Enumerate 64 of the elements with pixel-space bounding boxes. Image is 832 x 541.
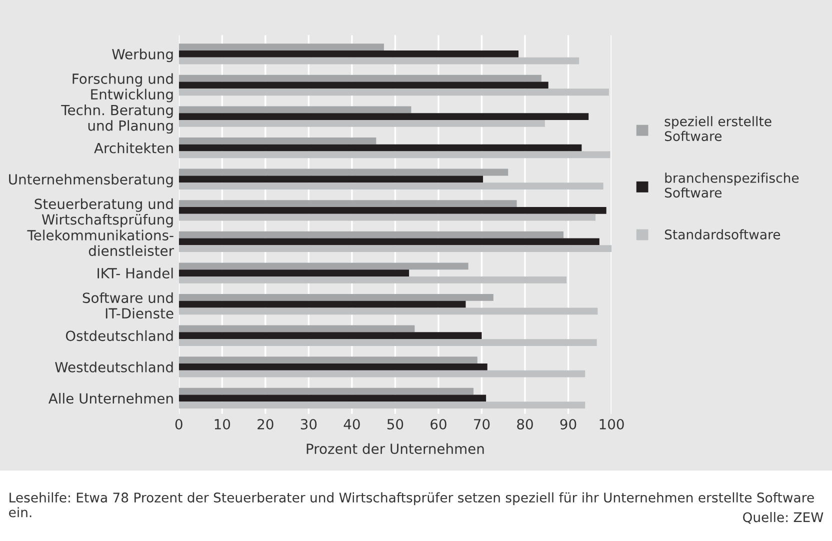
legend-label: branchenspezifische Software xyxy=(664,172,799,198)
y-tick-label: Alle Unternehmen xyxy=(48,392,173,404)
x-tick-label: 60 xyxy=(430,418,446,430)
x-tick-label: 0 xyxy=(175,418,182,430)
bar xyxy=(178,44,384,50)
bar xyxy=(178,245,612,252)
y-tick-label: Telekommunikations- dienstleister xyxy=(27,230,174,256)
x-tick-label: 40 xyxy=(344,418,360,430)
bar xyxy=(178,388,474,395)
y-tick-label: Forschung und Entwicklung xyxy=(72,73,173,102)
x-tick-label: 90 xyxy=(560,418,576,430)
bar xyxy=(178,363,488,370)
bar xyxy=(178,113,589,120)
bar xyxy=(178,57,580,64)
x-tick-label: 100 xyxy=(600,418,624,430)
x-tick-label: 50 xyxy=(387,418,404,430)
bar xyxy=(178,300,466,308)
bar xyxy=(178,339,597,346)
x-tick-label: 80 xyxy=(517,418,533,430)
bar xyxy=(178,182,604,190)
y-tick-label: Werbung xyxy=(112,48,173,62)
bar xyxy=(178,332,482,340)
y-tick-label: Techn. Beratung und Planung xyxy=(61,104,173,134)
bar xyxy=(178,276,567,284)
bar xyxy=(178,308,598,315)
x-tick-label: 30 xyxy=(300,418,317,430)
x-tick-label: 20 xyxy=(258,418,274,430)
bar xyxy=(178,151,610,158)
y-tick-label: Unternehmensberatung xyxy=(9,174,173,188)
bar xyxy=(178,270,410,276)
bar xyxy=(178,82,548,89)
bar xyxy=(178,231,564,238)
x-axis-title: Prozent der Unternehmen xyxy=(306,443,484,454)
bar xyxy=(178,356,478,364)
y-tick-label: Ostdeutschland xyxy=(66,330,173,342)
bar xyxy=(178,74,542,82)
bar xyxy=(178,168,508,176)
y-tick-label: Steuerberatung und Wirtschaftsprüfung xyxy=(34,198,173,228)
y-tick-label: IKT- Handel xyxy=(98,268,173,278)
source-note: Quelle: ZEW xyxy=(743,512,824,524)
bar xyxy=(178,200,517,207)
bar xyxy=(178,144,582,152)
bar xyxy=(178,206,606,214)
bar xyxy=(178,176,484,183)
bar xyxy=(178,294,494,301)
bar xyxy=(178,394,486,402)
y-tick-label: Architekten xyxy=(94,142,173,154)
bar xyxy=(178,325,415,332)
bar xyxy=(178,138,376,144)
y-tick-label: Westdeutschland xyxy=(55,362,173,372)
bar xyxy=(178,238,600,246)
y-tick-label: Software und IT-Dienste xyxy=(82,292,174,319)
bar xyxy=(178,88,609,96)
x-tick-label: 70 xyxy=(474,418,490,430)
bar xyxy=(178,106,412,114)
x-tick-label: 10 xyxy=(214,418,230,430)
legend-label: Standardsoftware xyxy=(664,229,780,240)
bar xyxy=(178,262,468,270)
bar xyxy=(178,120,545,127)
bar xyxy=(178,370,586,378)
bar xyxy=(178,50,518,58)
bar xyxy=(178,214,596,221)
legend-label: speziell erstellte Software xyxy=(664,116,772,142)
bar xyxy=(178,402,586,409)
